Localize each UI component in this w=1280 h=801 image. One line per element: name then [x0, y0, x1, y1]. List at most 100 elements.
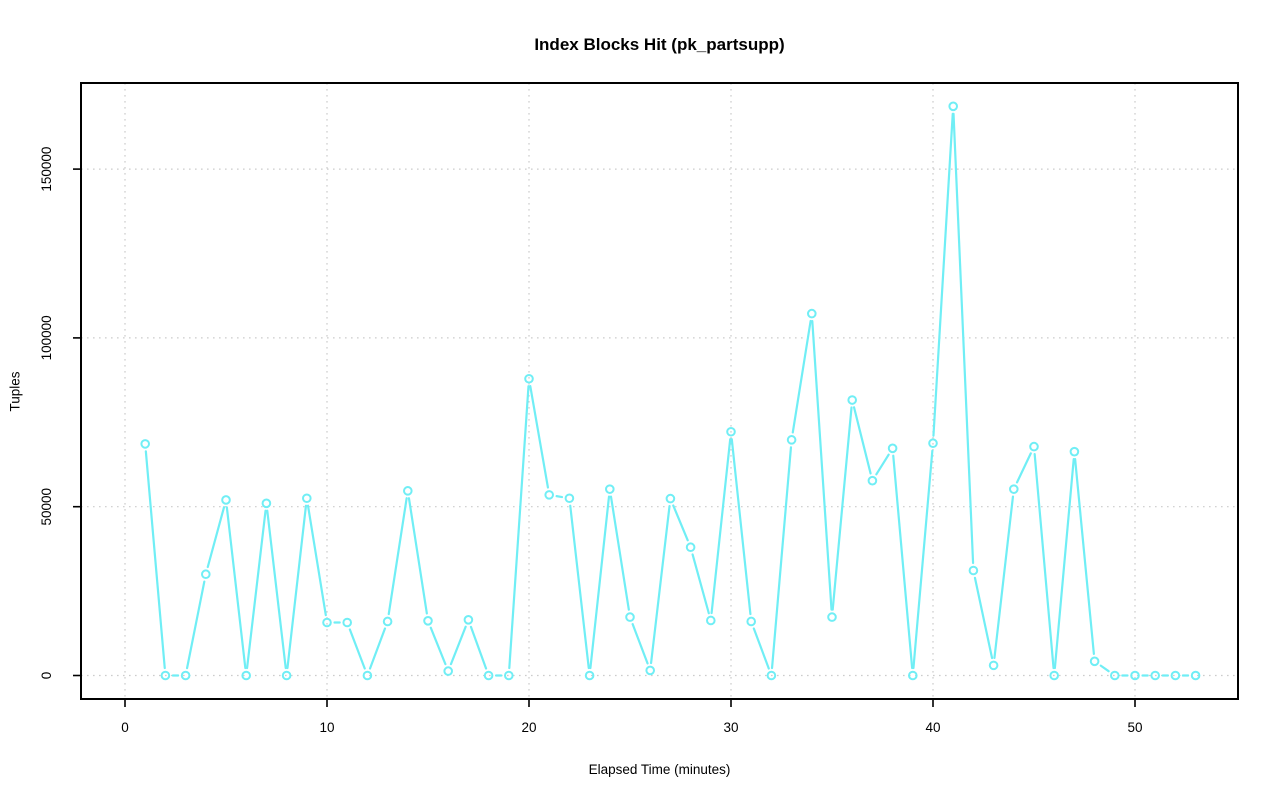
series-line-segment: [1099, 664, 1110, 673]
data-point: [180, 670, 191, 681]
data-point: [605, 484, 615, 494]
data-point: [261, 498, 272, 509]
series-line-segment: [1053, 458, 1075, 670]
series-line-segment: [348, 628, 366, 670]
data-point: [322, 617, 332, 628]
data-point: [342, 617, 353, 628]
data-point: [665, 493, 676, 504]
series-line-segment: [811, 319, 833, 611]
series-line-segment: [569, 504, 590, 670]
series-line-segment: [770, 446, 793, 670]
data-point: [1190, 670, 1201, 681]
series-line-segment: [672, 504, 689, 542]
series-line-segment: [1033, 452, 1055, 670]
data-series: [140, 101, 1201, 681]
series-line-segment: [245, 509, 267, 670]
series-line-segment: [852, 406, 872, 475]
series-line-segment: [589, 495, 611, 670]
data-point: [504, 670, 514, 681]
data-point: [726, 426, 736, 437]
data-point: [766, 670, 777, 681]
x-tick-label: 40: [925, 720, 940, 735]
plot-frame: [80, 82, 1239, 700]
data-point: [1029, 441, 1039, 452]
y-tick-label: 150000: [39, 147, 54, 192]
y-tick-label: 50000: [39, 488, 54, 526]
data-point: [1150, 670, 1160, 681]
data-point: [362, 670, 373, 681]
x-tick-label: 30: [723, 720, 738, 735]
series-line-segment: [286, 504, 308, 670]
series-line-segment: [631, 623, 649, 665]
series-line-segment: [449, 625, 467, 666]
data-point: [443, 666, 454, 676]
series-line-segment: [368, 627, 387, 670]
series-line-segment: [407, 497, 428, 615]
data-point: [847, 395, 858, 405]
data-point: [645, 665, 656, 676]
plot-border: [80, 82, 1239, 700]
series-line-segment: [144, 450, 166, 670]
series-line-segment: [609, 495, 630, 611]
x-tick-label: 10: [319, 720, 334, 735]
data-point: [483, 670, 494, 681]
data-point: [1130, 670, 1140, 681]
series-line-segment: [555, 495, 564, 499]
series-line-segment: [791, 319, 812, 434]
data-point: [1089, 656, 1100, 667]
data-point: [1170, 670, 1181, 681]
data-point: [827, 612, 837, 622]
axis-ticks: [73, 168, 1136, 707]
data-point: [625, 612, 635, 622]
data-point: [948, 101, 959, 112]
series-line-segment: [952, 112, 975, 565]
grid-lines: [81, 83, 1238, 699]
tick-labels: 0 10 20 30 40 50 0 50000 100000 150000: [39, 147, 1143, 735]
series-line-segment: [912, 449, 934, 670]
y-tick-label: 0: [39, 672, 54, 680]
series-line-segment: [429, 626, 447, 666]
series-line-segment: [1074, 458, 1095, 655]
data-point: [221, 495, 231, 505]
x-tick-label: 50: [1127, 720, 1142, 735]
x-tick-label: 20: [521, 720, 536, 735]
series-line-segment: [730, 438, 752, 616]
data-point: [706, 615, 716, 626]
data-point: [241, 670, 251, 681]
series-line-segment: [691, 553, 710, 615]
data-point: [160, 670, 171, 681]
data-point: [867, 475, 878, 486]
data-point: [463, 614, 474, 625]
series-line-segment: [469, 625, 488, 670]
data-point: [968, 565, 979, 576]
data-point: [746, 616, 757, 627]
series-line-segment: [752, 627, 770, 670]
series-line-segment: [387, 497, 408, 616]
series-line-segment: [266, 509, 287, 670]
data-point: [281, 670, 292, 681]
series-line-segment: [185, 580, 206, 670]
data-point: [382, 616, 393, 627]
data-point: [524, 373, 534, 384]
data-point: [201, 569, 211, 580]
series-line-segment: [649, 504, 671, 665]
x-axis-label: Elapsed Time (minutes): [588, 762, 731, 777]
data-point: [544, 490, 555, 500]
series-line-segment: [993, 495, 1015, 660]
data-point: [1110, 670, 1120, 681]
data-point: [403, 486, 413, 496]
series-line-segment: [508, 385, 530, 670]
data-point: [423, 616, 433, 626]
data-point: [988, 660, 999, 671]
series-line-segment: [710, 438, 732, 615]
data-point: [786, 435, 797, 445]
data-point: [1009, 484, 1019, 494]
data-point: [807, 308, 817, 319]
data-point: [140, 439, 150, 449]
series-line-segment: [831, 406, 853, 611]
series-line-segment: [1015, 452, 1032, 484]
data-point: [928, 438, 938, 449]
y-tick-label: 100000: [39, 315, 54, 360]
